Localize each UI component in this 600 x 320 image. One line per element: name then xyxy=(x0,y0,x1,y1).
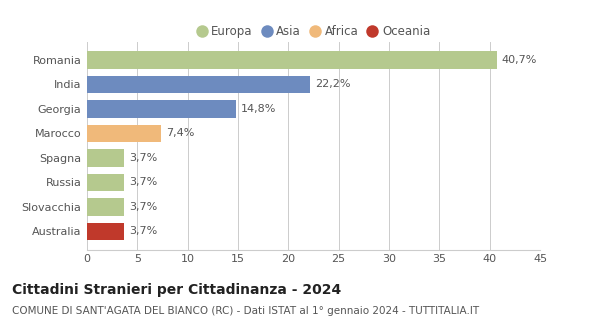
Text: Cittadini Stranieri per Cittadinanza - 2024: Cittadini Stranieri per Cittadinanza - 2… xyxy=(12,283,341,297)
Text: 3,7%: 3,7% xyxy=(129,226,158,236)
Text: 7,4%: 7,4% xyxy=(167,128,195,138)
Bar xyxy=(87,76,310,93)
Text: 40,7%: 40,7% xyxy=(502,55,537,65)
Bar xyxy=(87,173,124,191)
Text: COMUNE DI SANT'AGATA DEL BIANCO (RC) - Dati ISTAT al 1° gennaio 2024 - TUTTITALI: COMUNE DI SANT'AGATA DEL BIANCO (RC) - D… xyxy=(12,306,479,316)
Bar xyxy=(87,124,161,142)
Bar xyxy=(87,149,124,167)
Bar xyxy=(87,222,124,240)
Text: 3,7%: 3,7% xyxy=(129,153,158,163)
Bar xyxy=(87,100,236,118)
Bar xyxy=(87,51,497,69)
Text: 14,8%: 14,8% xyxy=(241,104,277,114)
Legend: Europa, Asia, Africa, Oceania: Europa, Asia, Africa, Oceania xyxy=(192,20,435,43)
Bar xyxy=(87,198,124,216)
Text: 3,7%: 3,7% xyxy=(129,202,158,212)
Text: 22,2%: 22,2% xyxy=(316,79,351,89)
Text: 3,7%: 3,7% xyxy=(129,177,158,187)
